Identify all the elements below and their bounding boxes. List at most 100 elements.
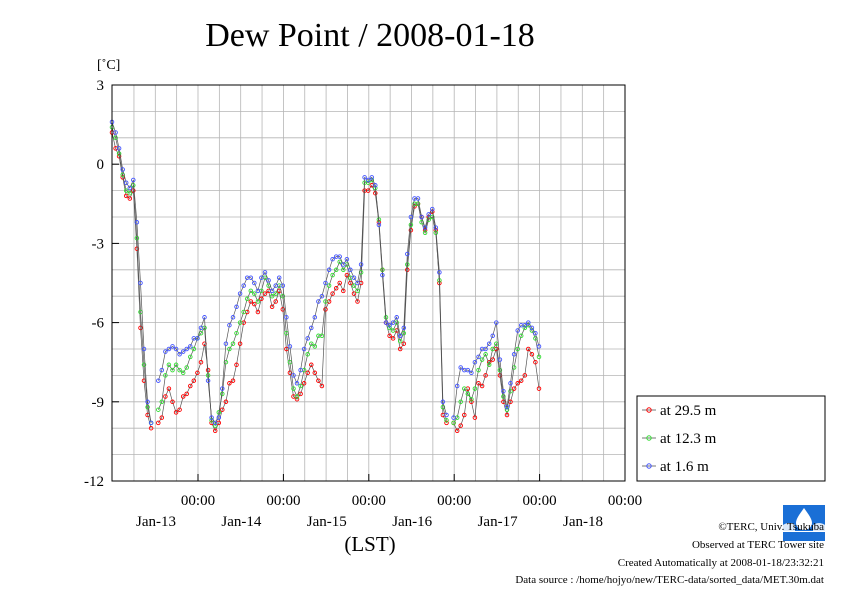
y-tick-label: -9: [92, 395, 105, 411]
series-point-1: [138, 325, 143, 331]
series-point-2: [227, 346, 232, 352]
series-point-2: [476, 367, 481, 373]
series-point-3: [365, 177, 371, 183]
series-point-3: [533, 330, 538, 336]
series-point-2: [465, 391, 471, 397]
series-point-3: [383, 320, 389, 325]
series-point-3: [273, 283, 278, 288]
legend-label: at 12.3 m: [660, 431, 717, 447]
series-point-1: [180, 394, 186, 399]
series-point-3: [184, 346, 189, 352]
series-point-3: [511, 352, 517, 357]
series-point-3: [166, 346, 172, 352]
series-point-2: [390, 328, 396, 333]
series-point-1: [323, 307, 328, 312]
legend-box: [636, 395, 826, 482]
series-point-2: [177, 367, 182, 373]
plot-area: 3 0 -3 -6 -9 -12 00:00 Jan-13 00:00 Jan-14 00:00 Ja…: [84, 78, 642, 530]
series-point-1: [163, 394, 168, 399]
series-point-2: [184, 365, 189, 370]
series-point-3: [526, 320, 531, 325]
series-point-2: [234, 330, 239, 336]
series-point-1: [444, 420, 449, 426]
series-point-3: [216, 415, 222, 420]
series-point-3: [401, 325, 407, 331]
series-point-3: [113, 130, 118, 135]
x-tick-date-label: Jan-15: [307, 514, 347, 530]
series-point-3: [319, 293, 325, 299]
series-point-1: [401, 341, 407, 346]
series-point-3: [237, 291, 243, 296]
series-point-3: [433, 225, 439, 230]
series-point-3: [515, 328, 520, 333]
series-point-2: [255, 299, 261, 304]
series-point-1: [166, 386, 172, 391]
y-tick-label: 3: [97, 78, 105, 94]
series-point-2: [298, 383, 303, 389]
series-point-3: [390, 320, 396, 325]
series-point-3: [380, 272, 385, 278]
series-point-3: [205, 378, 211, 383]
series-point-2: [405, 262, 410, 267]
series-point-3: [309, 325, 314, 331]
series-point-3: [284, 315, 289, 320]
series-point-2: [422, 230, 428, 236]
series-point-3: [138, 280, 143, 286]
series-point-2: [497, 367, 503, 373]
series-point-1: [294, 396, 300, 402]
observed-at-text: Observed at TERC Tower site: [691, 539, 824, 551]
series-point-3: [486, 341, 492, 346]
series-point-2: [291, 386, 296, 391]
series-point-3: [298, 367, 303, 373]
series-point-3: [497, 357, 503, 362]
series-point-3: [305, 336, 310, 341]
series-point-1: [518, 378, 524, 383]
series-point-1: [337, 280, 342, 286]
series-point-3: [148, 420, 154, 426]
series-point-3: [287, 344, 293, 349]
series-point-3: [344, 256, 350, 262]
series-point-2: [173, 362, 179, 368]
series-point-2: [244, 296, 250, 302]
series-point-2: [515, 346, 520, 352]
series-point-3: [159, 367, 165, 373]
legend-label: at 1.6 m: [660, 459, 709, 475]
series-point-2: [387, 325, 392, 331]
series-point-2: [252, 291, 257, 296]
series-point-3: [255, 288, 261, 294]
series-point-2: [333, 267, 339, 273]
series-point-2: [123, 188, 129, 193]
series-point-3: [405, 251, 410, 257]
series-point-2: [479, 357, 485, 362]
series-point-3: [177, 352, 182, 357]
series-point-3: [316, 299, 321, 304]
series-point-1: [515, 381, 520, 386]
series-line-3: [453, 322, 540, 418]
series-point-1: [472, 415, 478, 420]
x-tick-date-label: Jan-17: [478, 514, 518, 530]
series-point-1: [255, 309, 261, 315]
series-point-2: [269, 293, 275, 299]
series-point-1: [454, 428, 460, 434]
series-point-3: [501, 388, 506, 394]
x-tick-date-label: Jan-18: [563, 514, 603, 530]
series-point-3: [269, 288, 275, 294]
series-point-1: [341, 288, 346, 294]
series-point-3: [490, 333, 495, 339]
series-point-3: [337, 254, 342, 259]
series-point-3: [234, 304, 239, 310]
series-point-1: [191, 378, 197, 383]
series-point-3: [262, 270, 268, 275]
series-point-1: [156, 420, 161, 426]
terc-logo-graphic: [783, 505, 825, 541]
data-source-text: Data source : /home/hojyo/new/TERC-data/…: [515, 574, 824, 586]
series-point-3: [351, 275, 357, 280]
series-point-1: [188, 383, 193, 389]
series-point-2: [248, 288, 254, 294]
series-point-1: [227, 381, 232, 386]
series-point-3: [451, 415, 456, 420]
x-tick-time-label: 00:00: [608, 493, 642, 509]
series-point-2: [486, 362, 492, 368]
series-point-1: [287, 370, 293, 376]
series-point-3: [494, 320, 499, 325]
